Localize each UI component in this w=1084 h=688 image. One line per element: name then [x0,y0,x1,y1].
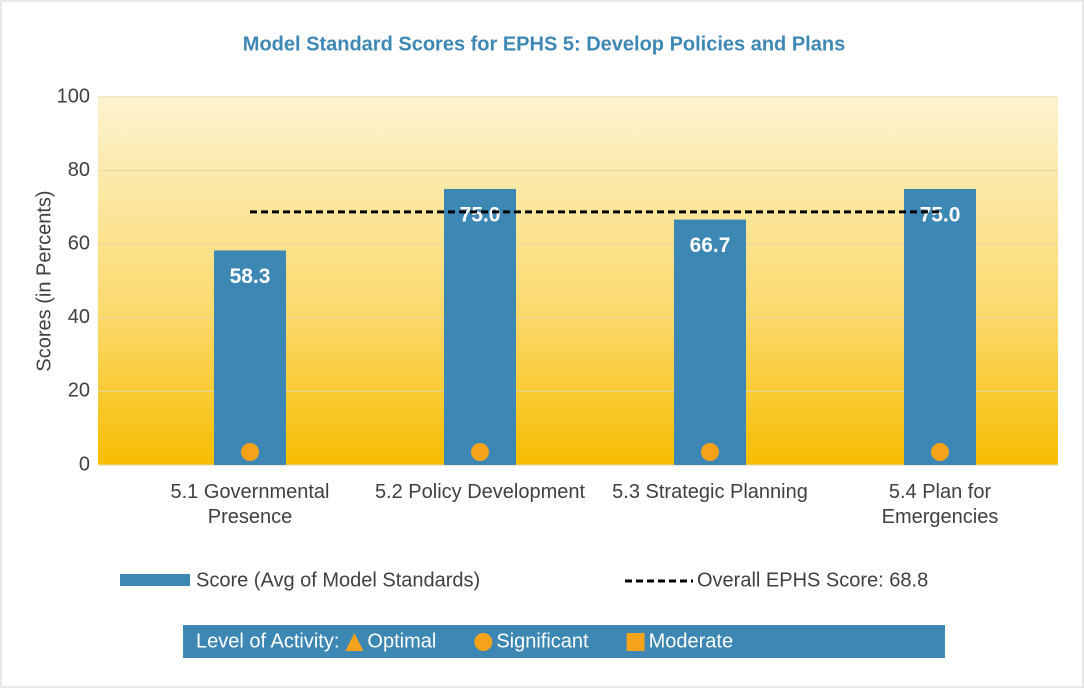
activity-legend-level: Optimal [367,630,436,652]
bar [444,189,516,465]
activity-marker [931,443,949,461]
bar [214,250,286,465]
value-label: 58.3 [230,265,271,288]
activity-marker [241,443,259,461]
y-tick-label: 100 [57,85,90,107]
legend-label: Score (Avg of Model Standards) [196,569,480,591]
bar [904,189,976,465]
bar [674,219,746,465]
y-tick-label: 40 [68,306,90,328]
y-tick-label: 0 [79,453,90,475]
value-label: 75.0 [920,204,961,227]
y-tick-label: 80 [68,159,90,181]
activity-legend-label: Level of Activity: [196,630,339,652]
value-label: 75.0 [460,204,501,227]
y-axis-label: Scores (in Percents) [33,190,55,371]
value-label: 66.7 [690,234,731,257]
x-tick-label: 5.4 Plan for Emergencies [881,481,999,528]
activity-legend-marker [626,633,645,651]
chart-title: Model Standard Scores for EPHS 5: Develo… [243,33,845,55]
legend-label: Overall EPHS Score: 68.8 [697,569,928,591]
x-tick-label: 5.2 Policy Development [374,481,586,503]
activity-legend-level: Moderate [649,630,734,652]
activity-marker [471,443,489,461]
activity-legend-marker [474,633,493,651]
activity-legend-box [183,625,945,658]
y-tick-label: 20 [68,380,90,402]
legend-swatch [120,574,190,586]
activity-legend-level: Significant [496,630,589,652]
x-tick-label: 5.1 Governmental Presence [170,481,330,528]
activity-marker [701,443,719,461]
y-tick-label: 60 [68,232,90,254]
activity-legend-marker [345,633,364,651]
x-tick-label: 5.3 Strategic Planning [612,481,808,503]
